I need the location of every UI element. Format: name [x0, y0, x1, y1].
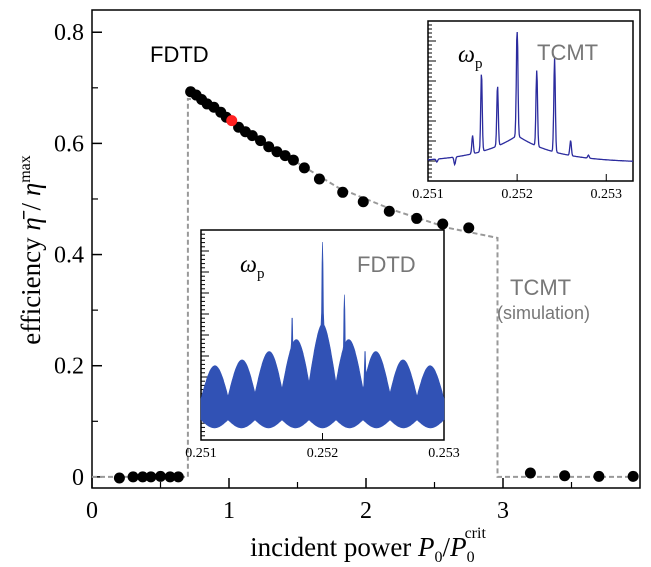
- y-tick-label: 0.8: [54, 20, 84, 46]
- fdtd-data-point: [164, 471, 176, 483]
- fdtd-data-point: [313, 173, 325, 185]
- main-tick-labels: 0 1 2 3 0 0.2 0.4 0.6 0.8: [54, 20, 509, 524]
- fdtd-data-point: [337, 186, 349, 198]
- x-axis-label-p: P: [417, 532, 435, 562]
- fdtd-data-point: [383, 205, 395, 217]
- x-axis-label-text: incident power: [250, 532, 418, 562]
- x-axis-label-sup2: crit: [465, 525, 487, 542]
- fdtd-annotation: FDTD: [150, 42, 209, 67]
- inset-tcmt-title: TCMT: [537, 40, 598, 65]
- x-tick-label: 3: [497, 498, 509, 524]
- fdtd-data-point: [271, 146, 283, 158]
- inset-tcmt-omega-label: ωp: [458, 42, 482, 72]
- tcmt-annotation: TCMT: [510, 275, 571, 300]
- y-axis-label: efficiency η̄ / ηmax: [16, 155, 46, 345]
- fdtd-data-point: [137, 471, 149, 483]
- tcmt-simulation-annotation: (simulation): [497, 303, 590, 323]
- y-tick-label: 0: [72, 465, 84, 491]
- y-tick-label: 0.6: [54, 131, 84, 157]
- x-axis-label-slash: /: [443, 532, 451, 562]
- fdtd-data-point: [113, 472, 125, 484]
- inset-x-tick-label: 0.253: [428, 446, 460, 461]
- x-tick-label: 2: [360, 498, 372, 524]
- fdtd-data-point: [627, 470, 639, 482]
- inset-fdtd-omega-sub: p: [257, 266, 265, 282]
- main-series: [92, 86, 640, 484]
- fdtd-highlight-point: [226, 115, 238, 127]
- y-tick-label: 0.2: [54, 354, 84, 380]
- tcmt-simulation-line: [92, 97, 640, 478]
- fdtd-data-point: [279, 150, 291, 162]
- inset-fdtd-tick-labels: 0.251 0.252 0.253: [185, 446, 460, 461]
- y-axis-label-sup: max: [17, 155, 34, 183]
- inset-fdtd-omega-label: ωp: [240, 252, 264, 282]
- inset-x-tick-label: 0.251: [412, 187, 444, 202]
- fdtd-data-point: [287, 154, 299, 166]
- inset-tcmt-omega: ω: [458, 42, 475, 68]
- fdtd-data-point: [559, 470, 571, 482]
- inset-tcmt-omega-sub: p: [475, 56, 483, 72]
- inset-tcmt-spectrum-curve: [428, 31, 633, 167]
- y-tick-label: 0.4: [54, 243, 84, 269]
- inset-x-tick-label: 0.251: [185, 446, 217, 461]
- x-axis-label: incident power P0/P0crit: [250, 525, 486, 566]
- x-axis-label-p2: P: [449, 532, 467, 562]
- inset-x-tick-label: 0.252: [501, 187, 533, 202]
- inset-tcmt-frame: [427, 20, 634, 182]
- x-axis-label-sub2: 0: [467, 549, 475, 566]
- inset-fdtd-spectrum: [200, 241, 445, 429]
- fdtd-data-point: [246, 130, 258, 142]
- inset-x-tick-label: 0.253: [591, 187, 623, 202]
- fdtd-data-point: [524, 467, 536, 479]
- inset-fdtd: ωp FDTD 0.251 0.252 0.253: [185, 229, 460, 461]
- fdtd-data-point: [357, 196, 369, 208]
- fdtd-data-point: [593, 470, 605, 482]
- inset-x-tick-label: 0.252: [307, 446, 339, 461]
- fdtd-data-point: [263, 141, 275, 153]
- fdtd-data-point: [411, 212, 423, 224]
- y-axis-label-eta2: η: [16, 183, 46, 196]
- inset-tcmt-tick-labels: 0.251 0.252 0.253: [412, 187, 622, 202]
- x-axis-label-sub: 0: [435, 549, 443, 566]
- fdtd-data-point: [255, 135, 267, 147]
- inset-tcmt-ticks: [427, 24, 607, 181]
- inset-fdtd-title: FDTD: [357, 252, 416, 277]
- inset-tcmt: ωp TCMT 0.251 0.252 0.253: [412, 20, 634, 202]
- fdtd-data-point: [155, 470, 166, 482]
- fdtd-data-point: [145, 471, 157, 483]
- fdtd-data-point: [437, 218, 449, 230]
- y-axis-label-slash: /: [16, 196, 46, 217]
- fdtd-data-point: [298, 162, 310, 174]
- y-axis-label-text: efficiency: [16, 231, 46, 345]
- x-tick-label: 1: [223, 498, 235, 524]
- inset-fdtd-spectrum-fill: [200, 241, 445, 429]
- fdtd-data-point: [172, 471, 184, 483]
- inset-fdtd-omega: ω: [240, 252, 257, 278]
- fdtd-data-point: [127, 471, 139, 483]
- fdtd-data-point: [463, 222, 475, 234]
- x-tick-label: 0: [86, 498, 98, 524]
